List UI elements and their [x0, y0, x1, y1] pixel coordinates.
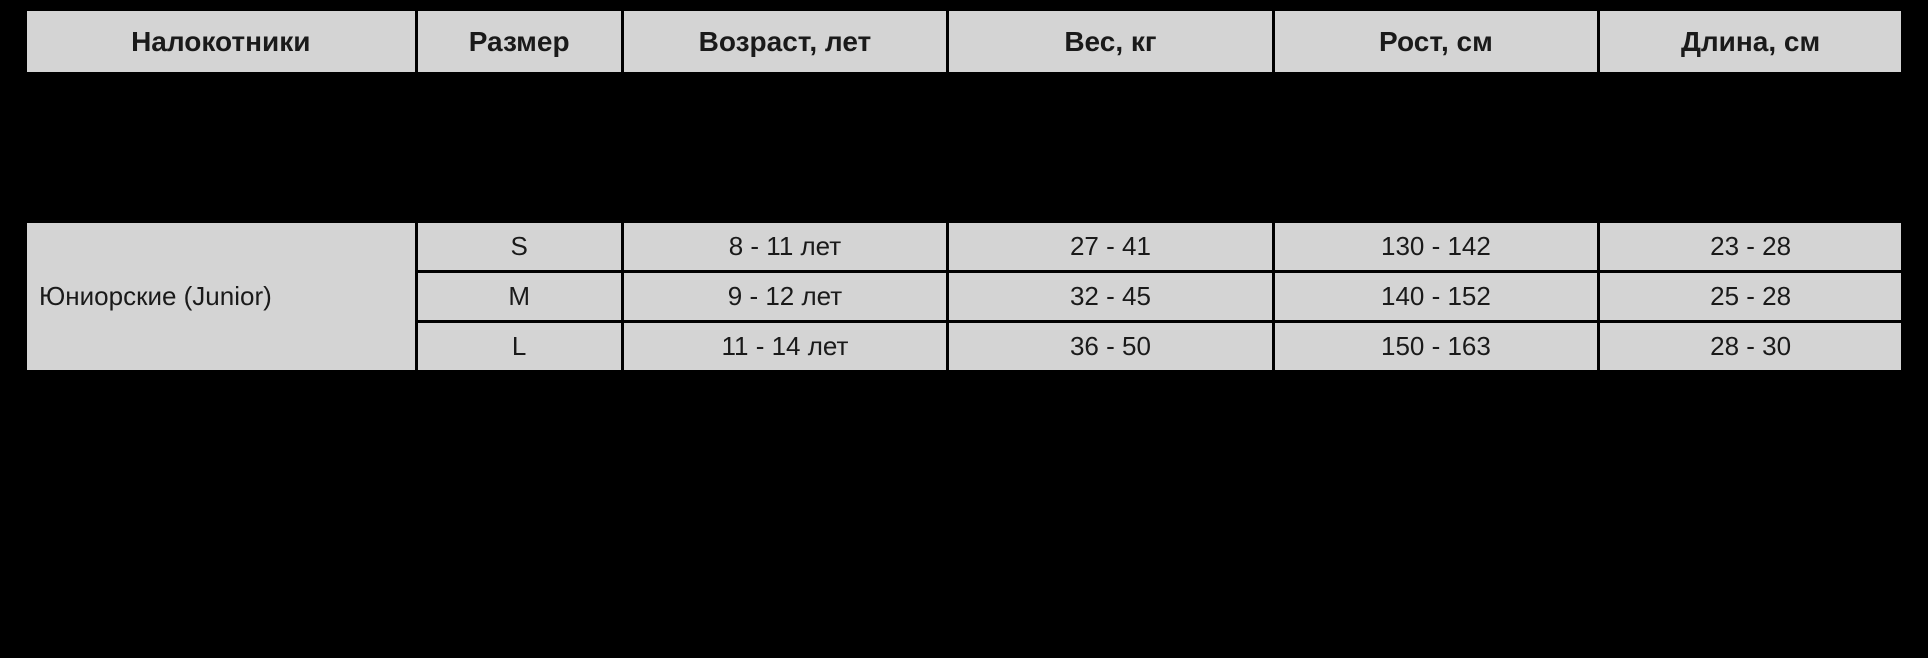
col-header-weight: Вес, кг	[948, 10, 1273, 74]
cell-length: 28 - 30	[1599, 322, 1903, 372]
col-header-age: Возраст, лет	[622, 10, 947, 74]
cell-age: 11 - 14 лет	[622, 322, 947, 372]
cell-size: L	[416, 322, 622, 372]
cell-height: 130 - 142	[1273, 222, 1598, 272]
col-header-length: Длина, см	[1599, 10, 1903, 74]
cell-age: 8 - 11 лет	[622, 222, 947, 272]
cell-length: 23 - 28	[1599, 222, 1903, 272]
cell-height: 140 - 152	[1273, 272, 1598, 322]
cell-height: 150 - 163	[1273, 322, 1598, 372]
cell-age: 9 - 12 лет	[622, 272, 947, 322]
col-header-height: Рост, см	[1273, 10, 1598, 74]
category-cell: Юниорские (Junior)	[26, 222, 417, 372]
col-header-size: Размер	[416, 10, 622, 74]
spacer-row	[26, 74, 1903, 222]
cell-weight: 27 - 41	[948, 222, 1273, 272]
sizing-table: Налокотники Размер Возраст, лет Вес, кг …	[24, 8, 1904, 373]
cell-weight: 36 - 50	[948, 322, 1273, 372]
cell-weight: 32 - 45	[948, 272, 1273, 322]
cell-size: M	[416, 272, 622, 322]
col-header-category: Налокотники	[26, 10, 417, 74]
table-header-row: Налокотники Размер Возраст, лет Вес, кг …	[26, 10, 1903, 74]
cell-size: S	[416, 222, 622, 272]
cell-length: 25 - 28	[1599, 272, 1903, 322]
sizing-table-container: Налокотники Размер Возраст, лет Вес, кг …	[0, 0, 1928, 373]
table-row: Юниорские (Junior) S 8 - 11 лет 27 - 41 …	[26, 222, 1903, 272]
